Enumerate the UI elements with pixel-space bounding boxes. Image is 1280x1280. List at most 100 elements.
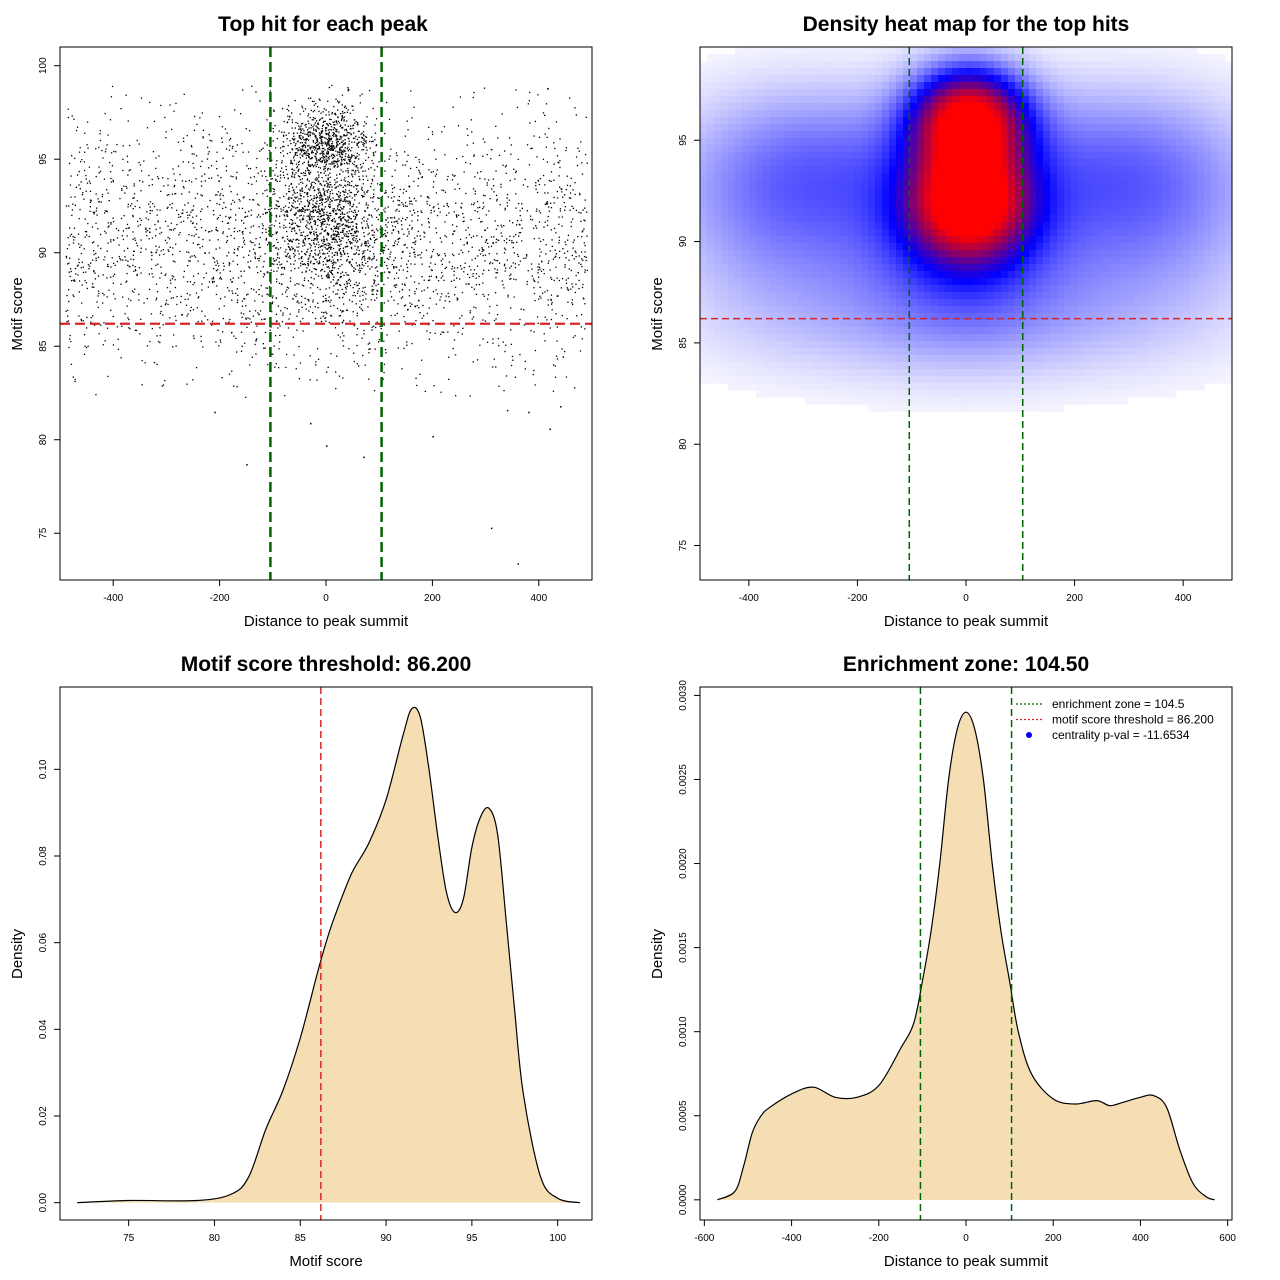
- scatter-point: [493, 236, 495, 238]
- scatter-point: [293, 176, 295, 178]
- scatter-point: [87, 345, 89, 347]
- scatter-point: [346, 260, 348, 262]
- scatter-point: [356, 143, 358, 145]
- scatter-point: [367, 179, 369, 181]
- scatter-point: [177, 165, 180, 167]
- scatter-point: [448, 378, 450, 380]
- scatter-point: [355, 281, 357, 284]
- scatter-point: [340, 284, 342, 287]
- scatter-point: [80, 181, 82, 183]
- scatter-point: [359, 306, 361, 308]
- scatter-point: [257, 258, 259, 260]
- scatter-point: [413, 197, 415, 200]
- scatter-point: [493, 185, 495, 187]
- scatter-point: [283, 215, 286, 217]
- scatter-point: [306, 227, 308, 229]
- heatmap-cell: [735, 278, 743, 286]
- scatter-point: [318, 262, 320, 264]
- heatmap-cell: [707, 117, 715, 125]
- scatter-point: [201, 160, 203, 162]
- scatter-point: [453, 175, 455, 177]
- scatter-point: [319, 99, 321, 101]
- heatmap-cell: [714, 285, 722, 293]
- scatter-point: [507, 294, 509, 296]
- scatter-point: [337, 272, 339, 274]
- scatter-point: [90, 262, 92, 264]
- scatter-point: [327, 148, 329, 150]
- scatter-point: [352, 124, 355, 126]
- scatter-point: [307, 160, 310, 162]
- scatter-point: [84, 279, 86, 282]
- scatter-point: [286, 215, 288, 217]
- scatter-point: [377, 290, 379, 292]
- scatter-point: [369, 257, 371, 259]
- panel-scatter: Top hit for each peak -400 -200 0 200 400758…: [9, 13, 593, 630]
- scatter-point: [441, 293, 443, 295]
- scatter-point: [316, 238, 319, 240]
- scatter-point: [324, 317, 326, 319]
- scatter-point: [291, 197, 293, 199]
- scatter-point: [98, 146, 100, 149]
- scatter-point: [306, 192, 308, 194]
- scatter-point: [365, 142, 367, 144]
- scatter-point: [439, 237, 441, 239]
- scatter-point: [574, 387, 576, 389]
- scatter-point: [325, 114, 327, 116]
- scatter-point: [272, 193, 274, 196]
- scatter-point: [467, 283, 469, 285]
- scatter-point: [125, 227, 127, 230]
- scatter-point: [317, 253, 320, 255]
- scatter-point: [356, 121, 359, 124]
- scatter-point: [585, 256, 587, 258]
- scatter-point: [297, 149, 300, 151]
- scatter-point: [271, 159, 273, 161]
- scatter-point: [471, 318, 473, 320]
- scatter-point: [302, 208, 305, 210]
- scatter-point: [192, 216, 194, 218]
- heatmap-cell: [721, 117, 729, 125]
- scatter-point: [331, 145, 333, 147]
- scatter-point: [334, 199, 336, 201]
- heatmap-cell: [728, 201, 736, 209]
- scatter-point: [201, 283, 203, 285]
- scatter-point: [139, 164, 142, 166]
- scatter-point: [308, 216, 310, 218]
- scatter-point: [342, 208, 344, 210]
- scatter-point: [276, 270, 278, 272]
- scatter-point: [189, 310, 192, 312]
- scatter-point: [333, 263, 335, 265]
- scatter-point: [396, 208, 398, 211]
- scatter-point: [585, 259, 587, 262]
- scatter-point: [347, 167, 349, 170]
- scatter-point: [266, 211, 268, 214]
- scatter-point: [95, 222, 97, 224]
- scatter-point: [439, 299, 441, 301]
- scatter-point: [329, 138, 331, 140]
- scatter-point: [337, 226, 339, 228]
- scatter-point: [244, 227, 247, 229]
- heatmap-cell: [735, 194, 743, 202]
- heatmap-cell: [707, 327, 715, 335]
- scatter-point: [102, 344, 104, 346]
- heatmap-cell: [735, 166, 743, 174]
- scatter-point: [126, 280, 128, 282]
- scatter-point: [98, 333, 100, 335]
- scatter-point: [354, 209, 356, 211]
- scatter-point: [321, 139, 323, 141]
- scatter-point: [95, 259, 97, 262]
- scatter-point: [217, 217, 219, 219]
- scatter-point: [334, 241, 336, 243]
- scatter-point: [212, 256, 214, 259]
- scatter-point: [334, 155, 336, 157]
- scatter-point: [100, 324, 102, 326]
- heatmap-cell: [700, 173, 708, 181]
- scatter-point: [352, 225, 354, 227]
- scatter-point: [164, 380, 166, 382]
- scatter-point: [331, 241, 333, 243]
- scatter-point: [309, 187, 312, 189]
- scatter-point: [344, 135, 346, 137]
- scatter-point: [367, 156, 370, 159]
- scatter-point: [332, 149, 334, 151]
- scatter-point: [565, 147, 568, 149]
- scatter-point: [347, 202, 349, 205]
